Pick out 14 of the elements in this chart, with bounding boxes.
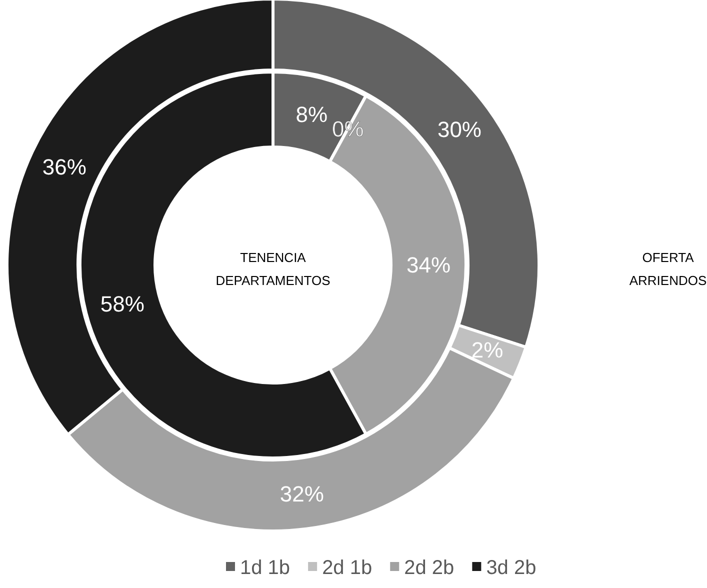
data-label: 2% — [471, 338, 504, 363]
data-label: 8% — [296, 102, 328, 128]
data-label: 34% — [406, 252, 451, 278]
slice-label: TENENCIA DEPARTAMENTOS — [216, 250, 331, 288]
legend-label: 2d 1b — [322, 557, 372, 579]
legend-label: 2d 2b — [404, 557, 454, 579]
data-label: 30% — [437, 117, 482, 142]
data-label: 36% — [42, 154, 86, 180]
text: 0% — [332, 116, 364, 142]
data-label: 32% — [280, 481, 324, 506]
legend-label: 1d 1b — [240, 557, 290, 579]
slice-label: OFERTA ARRIENDOS — [629, 250, 707, 288]
legend-label: 3d 2b — [486, 557, 536, 579]
data-label: 58% — [100, 291, 144, 316]
